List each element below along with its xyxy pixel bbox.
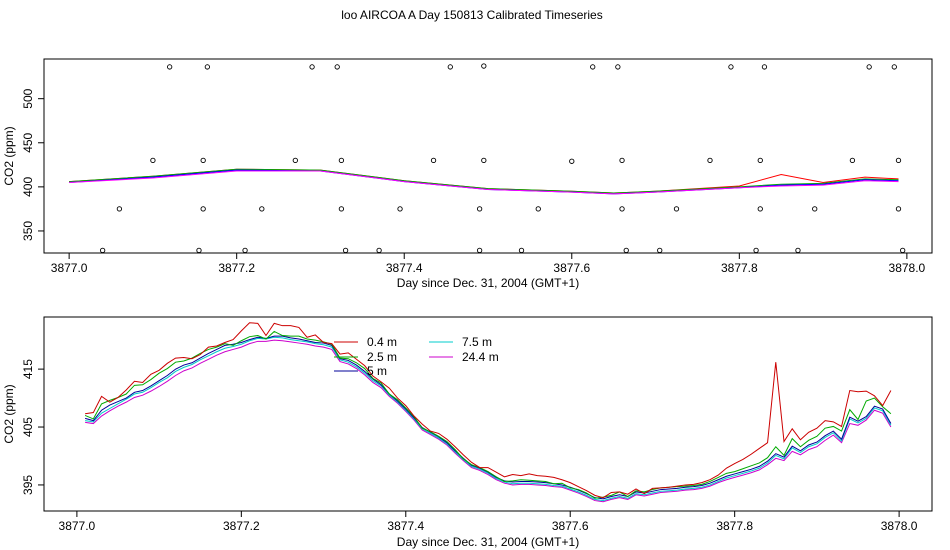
top-outlier-point	[167, 64, 173, 70]
bottom-x-tick-label: 3878.0	[881, 519, 918, 533]
bottom-x-tick-label: 3877.4	[387, 519, 424, 533]
top-outlier-point	[866, 64, 872, 70]
legend-label: 0.4 m	[367, 335, 397, 349]
top-series-line	[69, 170, 899, 195]
top-outlier-point	[342, 247, 349, 254]
top-outlier-point	[900, 247, 906, 254]
top-x-tick-label: 3877.0	[51, 261, 88, 275]
top-outlier-point	[99, 247, 106, 254]
bottom-x-tick-label: 3877.8	[716, 519, 753, 533]
top-x-tick-label: 3877.2	[218, 261, 255, 275]
top-outlier-point	[761, 64, 768, 70]
top-outlier-point	[338, 206, 345, 212]
top-outlier-point	[196, 247, 202, 254]
top-outlier-point	[795, 247, 801, 254]
legend-label: 2.5 m	[367, 350, 397, 364]
top-outlier-point	[891, 64, 897, 70]
top-series-line	[69, 169, 899, 195]
top-x-tick-label: 3877.4	[386, 261, 423, 275]
top-outlier-point	[895, 206, 902, 212]
top-outlier-point	[895, 157, 902, 164]
top-outlier-point	[481, 63, 487, 69]
top-outlier-point	[150, 157, 156, 164]
bottom-x-axis-label: Day since Dec. 31, 2004 (GMT+1)	[397, 535, 579, 549]
bottom-series-line	[85, 339, 892, 503]
top-outlier-point	[849, 157, 856, 164]
top-outlier-point	[397, 206, 403, 212]
bottom-y-tick-label: 415	[21, 359, 35, 379]
top-y-tick-label: 450	[21, 132, 35, 152]
top-y-tick-label: 350	[21, 221, 35, 241]
bottom-y-tick-label: 395	[21, 475, 35, 495]
top-outlier-point	[657, 247, 663, 254]
top-x-tick-label: 3877.8	[721, 261, 758, 275]
top-series-line	[69, 168, 899, 194]
top-plot-frame	[43, 58, 933, 254]
top-x-tick-label: 3878.0	[889, 261, 926, 275]
top-x-tick-label: 3877.6	[553, 261, 590, 275]
top-outlier-point	[615, 64, 621, 70]
legend: 0.4 m2.5 m5 m 7.5 m24.4 m	[334, 335, 499, 378]
bottom-y-tick-label: 405	[21, 417, 35, 437]
top-y-tick-label: 400	[21, 177, 35, 197]
top-y-tick-label: 500	[21, 88, 35, 108]
legend-label: 5 m	[367, 364, 387, 378]
top-outlier-point	[242, 247, 248, 254]
top-outlier-point	[728, 64, 734, 70]
top-outlier-point	[334, 64, 340, 70]
top-outlier-point	[476, 247, 483, 254]
bottom-x-tick-label: 3877.2	[223, 519, 260, 533]
top-outlier-point	[812, 206, 818, 212]
bottom-x-tick-label: 3877.0	[59, 519, 96, 533]
bottom-y-axis-label: CO2 (ppm)	[2, 384, 16, 443]
top-panel: 3877.0 3877.2 3877.4 3877.6 3877.8 3878.0 350 4…	[2, 58, 933, 290]
bottom-series-line	[85, 322, 892, 499]
top-outlier-point	[292, 157, 298, 164]
bottom-plot-frame	[43, 316, 933, 512]
top-outlier-point	[518, 247, 525, 254]
top-outlier-point	[623, 247, 629, 254]
top-outlier-point	[204, 64, 211, 70]
top-outlier-point	[590, 64, 596, 70]
top-outlier-point	[619, 157, 625, 164]
top-outlier-point	[116, 206, 123, 212]
top-y-axis-label: CO2 (ppm)	[2, 126, 16, 185]
top-outlier-point	[757, 206, 763, 212]
bottom-panel: 3877.0 3877.2 3877.4 3877.6 3877.8 3878.0 395 4…	[2, 316, 933, 549]
top-x-axis-label: Day since Dec. 31, 2004 (GMT+1)	[397, 276, 579, 290]
top-outlier-point	[259, 206, 265, 212]
top-outlier-point	[476, 206, 483, 212]
top-outlier-point	[200, 157, 206, 164]
top-outlier-point	[338, 157, 345, 164]
bottom-series-line	[85, 336, 892, 502]
top-outlier-point	[757, 157, 763, 164]
top-outlier-point	[707, 157, 713, 164]
top-outlier-point	[753, 247, 759, 254]
top-outlier-point	[430, 157, 437, 164]
top-outlier-point	[376, 247, 382, 254]
top-outlier-point	[200, 206, 206, 212]
figure-title: loo AIRCOA A Day 150813 Calibrated Times…	[341, 8, 602, 22]
top-outlier-point	[619, 206, 625, 212]
bottom-series-line	[84, 330, 892, 499]
top-outlier-point	[569, 158, 575, 164]
legend-label: 7.5 m	[462, 335, 492, 349]
top-outlier-point	[447, 64, 453, 70]
top-outlier-point	[309, 64, 315, 70]
top-outlier-point	[673, 206, 680, 212]
legend-label: 24.4 m	[462, 350, 499, 364]
bottom-x-tick-label: 3877.6	[552, 519, 589, 533]
top-outlier-point	[535, 206, 541, 212]
top-outlier-point	[481, 157, 487, 164]
